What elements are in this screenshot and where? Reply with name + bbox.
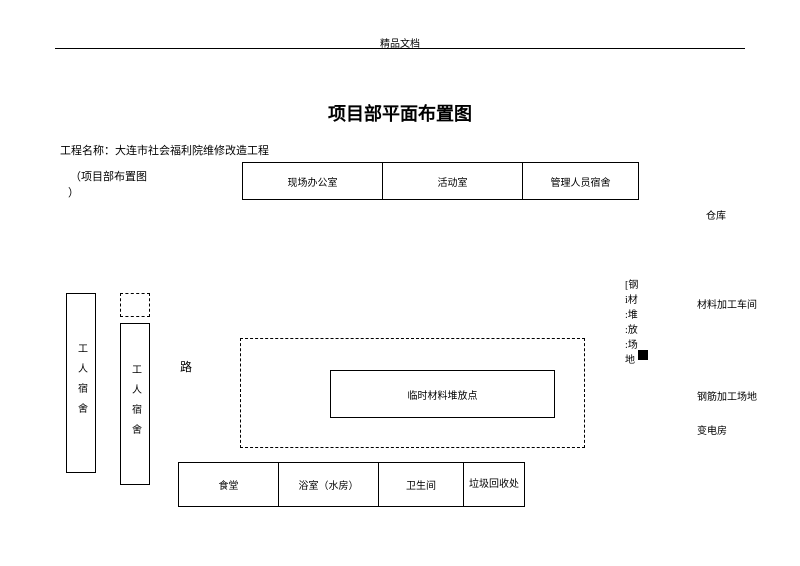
- temp-storage-box: 临时材料堆放点: [330, 370, 555, 418]
- office-cell: 现场办公室: [243, 163, 383, 199]
- steel-line-3: :堆: [625, 308, 638, 323]
- dorm-2-label: 工人宿舍: [128, 364, 143, 444]
- warehouse-label: 仓库: [706, 207, 726, 222]
- steel-line-6: 地: [625, 353, 638, 368]
- page-title: 项目部平面布置图: [328, 100, 472, 126]
- project-name: 工程名称：大连市社会福利院维修改造工程: [60, 142, 269, 158]
- subtitle-label: （项目部布置图: [70, 168, 147, 184]
- marker-square: [638, 350, 648, 360]
- top-building-row: 现场办公室 活动室 管理人员宿舍: [242, 162, 639, 200]
- dorm-1-label: 工人宿舍: [74, 343, 89, 423]
- project-value: 大连市社会福利院维修改造工程: [115, 145, 269, 157]
- dorm-2-dashed-top: [120, 293, 150, 317]
- manager-dorm-cell: 管理人员宿舍: [523, 163, 638, 199]
- activity-cell: 活动室: [383, 163, 523, 199]
- header-divider: [55, 48, 745, 49]
- bathroom-cell: 浴室（水房）: [279, 463, 379, 506]
- steel-line-2: i材: [625, 293, 638, 308]
- rebar-site-label: 钢筋加工场地: [697, 388, 757, 403]
- steel-stack-label: [钢 i材 :堆 :放 :场 地: [625, 278, 638, 368]
- material-workshop-label: 材料加工车间: [697, 296, 757, 311]
- toilet-cell: 卫生间: [379, 463, 464, 506]
- canteen-cell: 食堂: [179, 463, 279, 506]
- project-label: 工程名称：: [60, 145, 115, 157]
- worker-dorm-1: 工人宿舍: [66, 293, 96, 473]
- transformer-room-label: 变电房: [697, 422, 727, 437]
- steel-line-5: :场: [625, 338, 638, 353]
- worker-dorm-2: 工人宿舍: [120, 323, 150, 485]
- road-label: 路: [180, 358, 192, 375]
- steel-line-4: :放: [625, 323, 638, 338]
- subtitle-close: ）: [68, 184, 79, 200]
- garbage-cell: 垃圾回收处: [464, 463, 524, 506]
- bottom-building-row: 食堂 浴室（水房） 卫生间 垃圾回收处: [178, 462, 525, 507]
- steel-line-1: [钢: [625, 278, 638, 293]
